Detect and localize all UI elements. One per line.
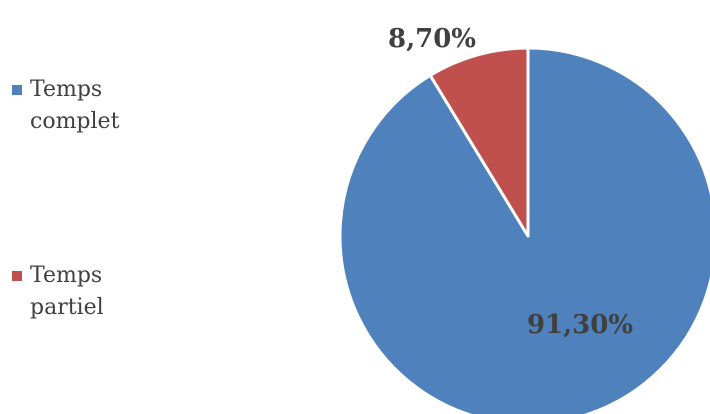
legend-label-temps-complet: Temps complet [30,77,120,134]
legend-swatch-temps-partiel [12,271,22,281]
legend-label-temps-partiel: Temps partiel [30,263,104,320]
pie-data-labels: 91,30% 8,70% [388,24,633,340]
legend-item-temps-complet: Temps complet [12,74,180,138]
pie-slice-temps-complet [338,46,710,414]
legend-item-temps-partiel: Temps partiel [12,260,180,324]
legend-swatch-temps-complet [12,85,22,95]
pie-slices [338,46,710,414]
data-label-temps-partiel: 8,70% [388,24,476,54]
data-label-temps-complet: 91,30% [527,310,633,340]
pie-slice-temps-partiel [428,46,530,238]
